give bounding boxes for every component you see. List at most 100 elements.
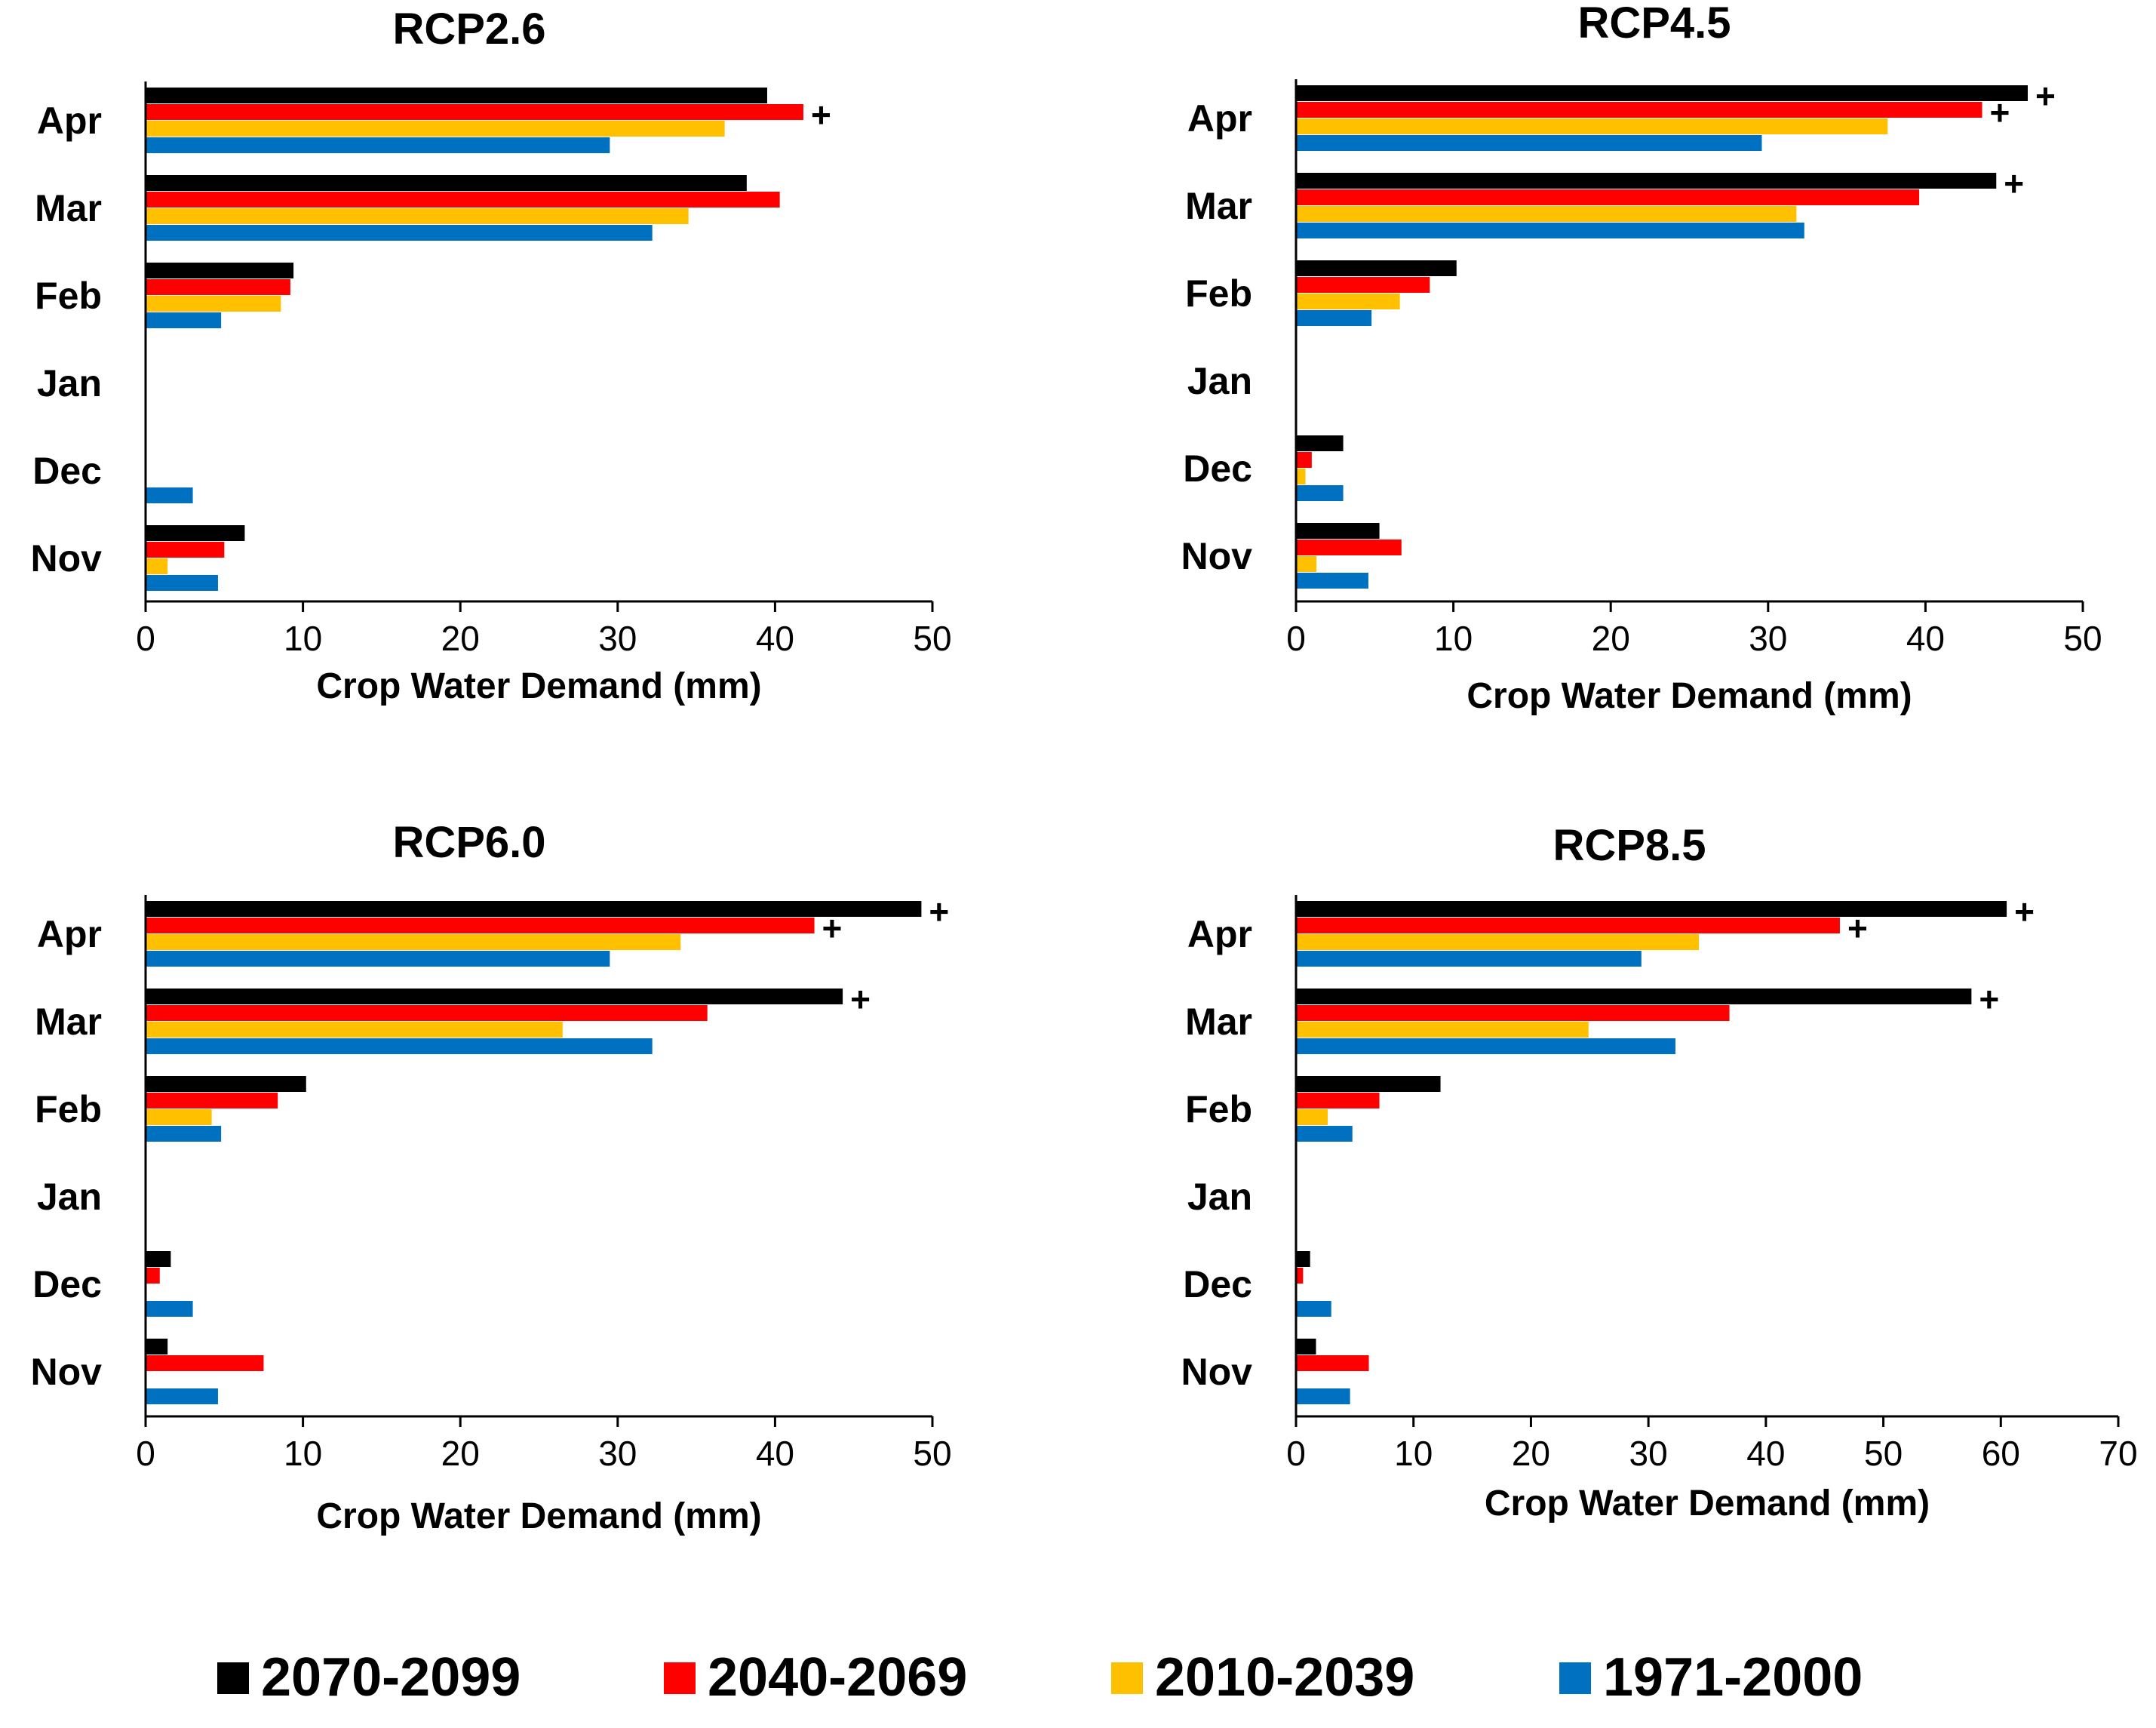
bar-2070-2099-mar xyxy=(146,175,747,191)
bar-2070-2099-mar xyxy=(1296,173,1997,189)
legend-label-1971-2000: 1971-2000 xyxy=(1603,1647,1863,1708)
category-label-mar: Mar xyxy=(35,1001,102,1043)
x-tick-label: 40 xyxy=(1746,1434,1785,1473)
bar-2070-2099-apr xyxy=(146,901,922,917)
bar-2040-2069-feb xyxy=(146,1093,278,1108)
chart-panel-rcp26: RCP2.6 Apr + Mar Feb Jan Dec Nov 0 10 20 30 40 50 Crop… xyxy=(31,5,952,706)
category-label-dec: Dec xyxy=(32,1263,102,1305)
bar-2040-2069-dec xyxy=(1296,452,1312,468)
category-label-feb: Feb xyxy=(1185,1088,1252,1130)
chart-title: RCP2.6 xyxy=(392,5,545,54)
bar-1971-2000-mar xyxy=(146,225,653,241)
bar-2070-2099-dec xyxy=(146,1251,171,1267)
x-tick-label: 10 xyxy=(284,619,322,658)
category-label-dec: Dec xyxy=(1183,1263,1252,1305)
chart-title: RCP4.5 xyxy=(1577,0,1731,48)
bar-2040-2069-mar xyxy=(146,192,780,208)
category-label-jan: Jan xyxy=(37,1176,102,1218)
category-label-jan: Jan xyxy=(37,362,102,404)
category-label-nov: Nov xyxy=(1181,535,1253,577)
significance-marker: + xyxy=(2004,164,2024,203)
bar-2070-2099-feb xyxy=(146,263,294,278)
bar-2040-2069-nov xyxy=(1296,540,1402,555)
bar-2070-2099-feb xyxy=(1296,1076,1441,1092)
category-label-feb: Feb xyxy=(35,275,102,317)
bar-2010-2039-feb xyxy=(146,1109,212,1125)
bar-1971-2000-mar xyxy=(1296,1038,1675,1054)
bar-1971-2000-dec xyxy=(146,1301,193,1317)
bar-2010-2039-mar xyxy=(146,208,689,224)
x-tick-label: 40 xyxy=(756,619,794,658)
x-tick-label: 0 xyxy=(136,619,155,658)
bar-2070-2099-dec xyxy=(1296,1251,1310,1267)
bar-2070-2099-nov xyxy=(146,1339,168,1354)
significance-marker: + xyxy=(2035,76,2056,115)
x-axis-label: Crop Water Demand (mm) xyxy=(1467,676,1912,716)
chart-title: RCP6.0 xyxy=(392,818,545,867)
chart-title: RCP8.5 xyxy=(1553,821,1706,870)
category-label-feb: Feb xyxy=(1185,272,1252,315)
bar-1971-2000-mar xyxy=(1296,223,1804,238)
bar-1971-2000-feb xyxy=(1296,310,1372,326)
bar-2070-2099-mar xyxy=(1296,989,1972,1004)
bar-2010-2039-mar xyxy=(1296,206,1797,222)
category-label-nov: Nov xyxy=(1181,1351,1253,1393)
x-tick-label: 10 xyxy=(1394,1434,1433,1473)
chart-panel-rcp45: RCP4.5 Apr + + Mar + Feb Jan Dec Nov 0 10 20 30 40 50 Cr… xyxy=(1181,0,2102,716)
bar-1971-2000-nov xyxy=(1296,1388,1350,1404)
x-axis-label: Crop Water Demand (mm) xyxy=(316,1496,761,1536)
x-tick-label: 50 xyxy=(1864,1434,1903,1473)
bar-2010-2039-apr xyxy=(1296,934,1700,950)
bar-2040-2069-nov xyxy=(146,542,225,558)
significance-marker: + xyxy=(2014,892,2035,931)
x-tick-label: 70 xyxy=(2099,1434,2137,1473)
category-label-apr: Apr xyxy=(1187,913,1252,955)
legend-swatch-2010-2039 xyxy=(1111,1662,1143,1694)
significance-marker: + xyxy=(1989,93,2010,132)
bar-2010-2039-dec xyxy=(1296,469,1306,484)
bar-2040-2069-feb xyxy=(1296,1093,1380,1108)
bar-2010-2039-apr xyxy=(146,121,725,137)
x-tick-label: 50 xyxy=(913,619,951,658)
bar-2070-2099-nov xyxy=(1296,523,1380,539)
legend-swatch-2070-2099 xyxy=(217,1662,249,1694)
category-label-jan: Jan xyxy=(1187,1176,1252,1218)
bar-2040-2069-feb xyxy=(1296,277,1430,293)
bar-2010-2039-nov xyxy=(1296,556,1317,572)
bar-1971-2000-feb xyxy=(146,312,222,328)
legend-label-2040-2069: 2040-2069 xyxy=(708,1647,967,1708)
x-tick-label: 40 xyxy=(1906,619,1945,658)
x-tick-label: 30 xyxy=(1749,619,1787,658)
significance-marker: + xyxy=(811,95,831,134)
x-tick-label: 0 xyxy=(1286,1434,1306,1473)
bar-2070-2099-dec xyxy=(1296,435,1344,451)
x-tick-label: 20 xyxy=(441,1434,480,1473)
x-tick-label: 20 xyxy=(1592,619,1630,658)
bar-2040-2069-mar xyxy=(1296,1005,1730,1021)
bar-2040-2069-nov xyxy=(1296,1355,1369,1371)
significance-marker: + xyxy=(1847,909,1868,948)
significance-marker: + xyxy=(822,909,843,948)
bar-1971-2000-apr xyxy=(1296,135,1762,151)
bar-2040-2069-dec xyxy=(146,1268,160,1284)
bar-1971-2000-nov xyxy=(146,1388,218,1404)
category-label-nov: Nov xyxy=(31,537,103,580)
x-tick-label: 20 xyxy=(1512,1434,1550,1473)
category-label-apr: Apr xyxy=(37,913,102,955)
bar-2010-2039-nov xyxy=(146,558,168,574)
category-label-apr: Apr xyxy=(37,100,102,142)
x-tick-label: 60 xyxy=(1982,1434,2020,1473)
bar-2070-2099-nov xyxy=(1296,1339,1316,1354)
x-tick-label: 30 xyxy=(598,1434,637,1473)
bar-2010-2039-feb xyxy=(146,296,281,312)
significance-marker: + xyxy=(1979,979,1999,1019)
x-tick-label: 10 xyxy=(284,1434,322,1473)
bar-2010-2039-mar xyxy=(1296,1022,1589,1038)
bar-2010-2039-apr xyxy=(1296,118,1888,134)
legend-label-2070-2099: 2070-2099 xyxy=(261,1647,521,1708)
bar-2010-2039-feb xyxy=(1296,294,1400,309)
x-tick-label: 0 xyxy=(136,1434,155,1473)
bar-1971-2000-dec xyxy=(1296,1301,1331,1317)
